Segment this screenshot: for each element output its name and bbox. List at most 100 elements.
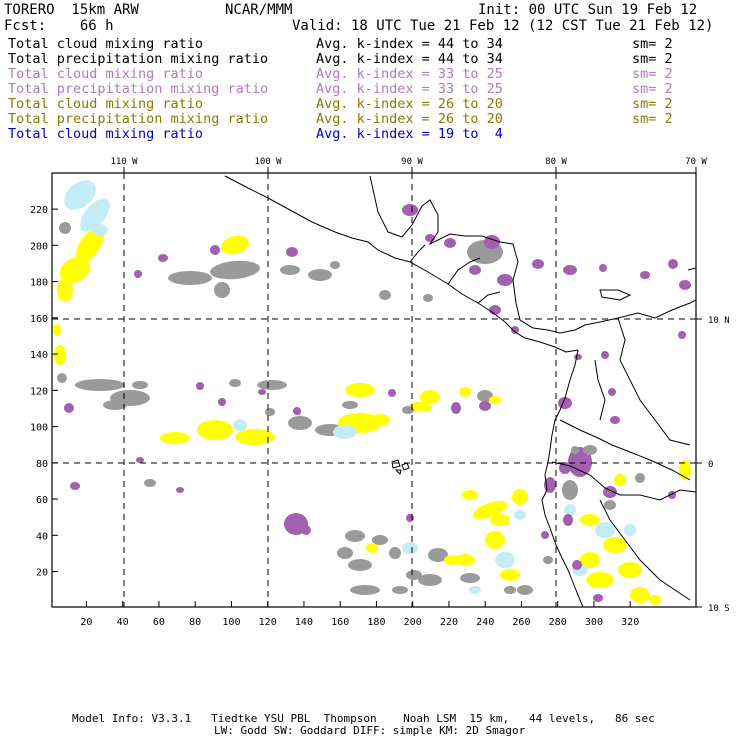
purple-cloud-patch bbox=[286, 247, 298, 257]
yellow-cloud-patch bbox=[459, 387, 471, 397]
y-tick-label: 160 bbox=[30, 314, 48, 325]
axis-labels: 20 40 60 80 100 120 140 160 180 200 220 20 40 60 80 100… bbox=[30, 157, 730, 628]
purple-cloud-patch bbox=[301, 525, 311, 535]
gray-cloud-patch bbox=[280, 265, 300, 275]
purple-cloud-patch bbox=[258, 389, 266, 395]
legend-sm: sm= 2 bbox=[632, 51, 673, 67]
purple-cloud-patch bbox=[568, 447, 592, 477]
yellow-cloud-patch bbox=[366, 543, 378, 553]
purple-cloud-patch bbox=[559, 462, 571, 474]
coastlines bbox=[224, 175, 696, 607]
x-tick-label: 60 bbox=[153, 617, 165, 628]
y-tick-label: 60 bbox=[36, 495, 48, 506]
purple-cloud-patch bbox=[455, 405, 461, 411]
yellow-cloud-patch bbox=[54, 345, 66, 365]
cyan-cloud-patch bbox=[64, 180, 96, 210]
coastline bbox=[559, 419, 691, 481]
coastline bbox=[584, 299, 696, 326]
yellow-cloud-patch bbox=[59, 256, 91, 284]
gray-cloud-patch bbox=[423, 294, 433, 302]
purple-cloud-patch bbox=[176, 487, 184, 493]
coastline bbox=[594, 359, 606, 421]
legend-kidx: Avg. k-index = 44 to 34 bbox=[316, 36, 503, 52]
gray-cloud-patch bbox=[214, 282, 230, 298]
purple-cloud-patch bbox=[210, 245, 220, 255]
gray-cloud-patch bbox=[288, 416, 312, 430]
gray-cloud-patch bbox=[583, 445, 597, 455]
coastline bbox=[391, 459, 401, 469]
cyan-cloud-patch bbox=[495, 552, 515, 568]
gray-cloud-patch bbox=[265, 408, 275, 416]
x-tick-label: 280 bbox=[549, 617, 567, 628]
yellow-cloud-patch bbox=[75, 227, 105, 263]
legend-sm: sm= 2 bbox=[632, 66, 673, 82]
yellow-cloud-patch bbox=[370, 414, 390, 426]
gray-cloud-patch bbox=[402, 406, 414, 414]
y-tick-label: 140 bbox=[30, 350, 48, 361]
yellow-cloud-patch bbox=[345, 383, 375, 397]
gray-cloud-patch bbox=[57, 373, 67, 383]
gray-cloud-patch bbox=[210, 260, 260, 280]
cloud-fields bbox=[53, 180, 691, 605]
x-tick-label: 140 bbox=[295, 617, 313, 628]
yellow-cloud-patch bbox=[408, 402, 432, 412]
yellow-cloud-patch bbox=[472, 500, 508, 520]
purple-cloud-patch bbox=[136, 457, 144, 463]
purple-cloud-patch bbox=[134, 270, 142, 278]
purple-cloud-patch bbox=[593, 594, 603, 602]
coastline bbox=[599, 289, 632, 301]
legend-kidx: Avg. k-index = 44 to 34 bbox=[316, 51, 503, 67]
gray-cloud-patch bbox=[372, 535, 388, 545]
x-tick-label: 200 bbox=[404, 617, 422, 628]
coastline bbox=[599, 499, 691, 601]
purple-cloud-patch bbox=[218, 398, 226, 406]
gray-cloud-patch bbox=[75, 379, 125, 391]
gray-cloud-patch bbox=[477, 390, 493, 402]
y-tick-label: 80 bbox=[36, 459, 48, 470]
coastline bbox=[447, 257, 481, 285]
coastline bbox=[369, 175, 586, 334]
legend-field: Total cloud mixing ratio bbox=[8, 126, 204, 142]
purple-cloud-patch bbox=[574, 354, 582, 360]
purple-cloud-patch bbox=[70, 482, 80, 490]
yellow-cloud-patch bbox=[462, 490, 478, 500]
yellow-cloud-patch bbox=[53, 324, 61, 336]
coastline bbox=[477, 291, 501, 304]
purple-cloud-patch bbox=[469, 265, 481, 275]
lon-label: 90 W bbox=[401, 157, 423, 167]
yellow-cloud-patch bbox=[580, 514, 600, 526]
cyan-cloud-patch bbox=[564, 504, 576, 516]
cyan-cloud-patch bbox=[80, 198, 110, 232]
yellow-cloud-patch bbox=[489, 396, 501, 404]
yellow-cloud-patch bbox=[221, 235, 249, 255]
purple-cloud-patch bbox=[402, 204, 418, 216]
legend-field: Total precipitation mixing ratio bbox=[8, 111, 269, 127]
purple-cloud-patch bbox=[497, 274, 513, 286]
yellow-cloud-patch bbox=[630, 587, 650, 603]
cyan-cloud-patch bbox=[469, 586, 481, 594]
gray-cloud-patch bbox=[330, 261, 340, 269]
yellow-cloud-patch bbox=[444, 555, 460, 565]
init-time: Init: 00 UTC Sun 19 Feb 12 bbox=[478, 2, 698, 18]
yellow-cloud-patch bbox=[197, 420, 233, 440]
purple-cloud-patch bbox=[64, 403, 74, 413]
gray-cloud-patch bbox=[571, 446, 579, 454]
y-tick-label: 220 bbox=[30, 205, 48, 216]
x-tick-label: 20 bbox=[80, 617, 92, 628]
yellow-cloud-patch bbox=[235, 429, 275, 445]
yellow-cloud-patch bbox=[512, 489, 528, 505]
gray-cloud-patch bbox=[168, 271, 212, 285]
coastline bbox=[687, 267, 696, 271]
lon-label: 100 W bbox=[254, 157, 282, 167]
coastline bbox=[409, 244, 426, 263]
cyan-cloud-patch bbox=[514, 510, 526, 520]
gray-cloud-patch bbox=[229, 379, 241, 387]
x-tick-label: 320 bbox=[621, 617, 639, 628]
org-label: NCAR/MMM bbox=[225, 2, 293, 18]
x-tick-label: 40 bbox=[117, 617, 129, 628]
x-tick-label: 260 bbox=[512, 617, 530, 628]
model-title: TORERO 15km ARW bbox=[4, 2, 139, 18]
y-tick-label: 20 bbox=[36, 568, 48, 579]
yellow-cloud-patch bbox=[485, 531, 505, 549]
lon-label: 110 W bbox=[110, 157, 138, 167]
